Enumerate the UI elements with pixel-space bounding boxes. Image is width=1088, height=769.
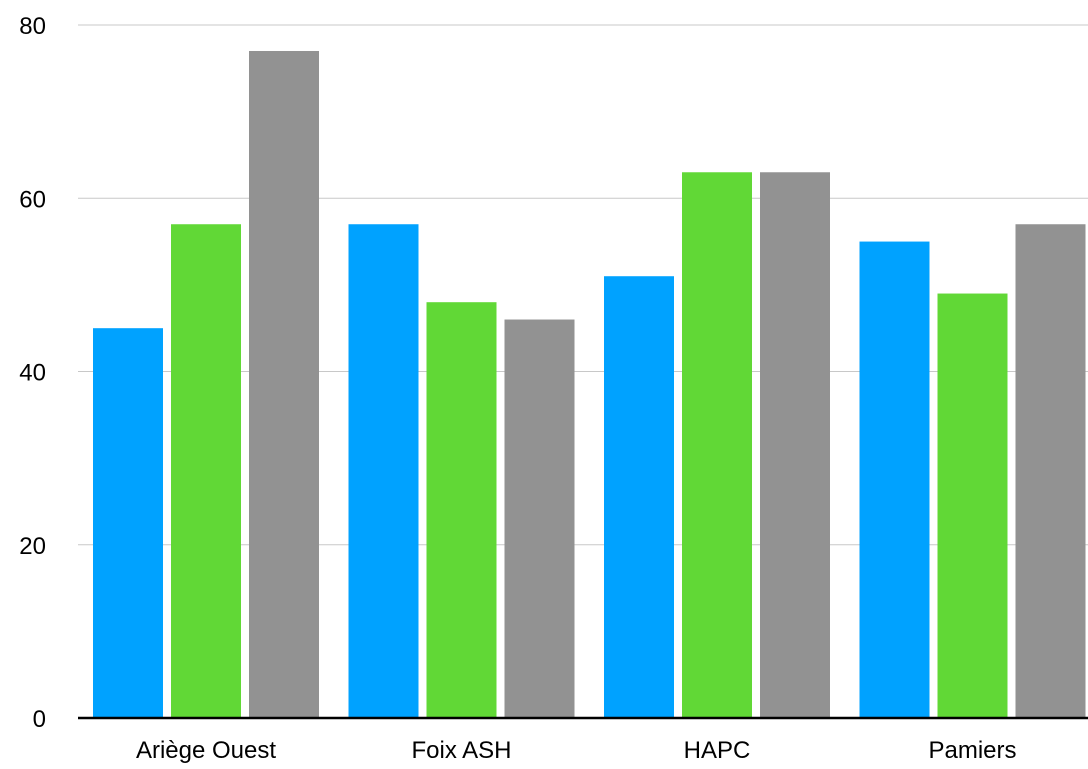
- bar: [760, 172, 830, 718]
- y-tick-label: 60: [19, 186, 46, 213]
- x-axis-category-labels: Ariège Ouest Foix ASH HAPC Pamiers: [136, 737, 1017, 764]
- bars: [93, 50, 1086, 719]
- bar: [171, 224, 241, 719]
- x-category-label: HAPC: [684, 737, 751, 764]
- x-category-label: Pamiers: [928, 737, 1016, 764]
- bar: [682, 172, 752, 718]
- y-tick-label: 80: [19, 13, 46, 40]
- y-tick-label: 20: [19, 533, 46, 560]
- x-category-label: Foix ASH: [411, 737, 511, 764]
- x-category-label: Ariège Ouest: [136, 737, 276, 764]
- bar: [859, 241, 930, 718]
- bar: [937, 293, 1008, 718]
- bar: [249, 50, 319, 719]
- bar: [1015, 224, 1086, 719]
- bar: [348, 224, 419, 719]
- y-axis-tick-labels: 0 20 40 60 80: [19, 13, 46, 733]
- y-tick-label: 40: [19, 360, 46, 387]
- y-tick-label: 0: [33, 706, 46, 733]
- bar: [93, 328, 163, 718]
- bar: [426, 302, 497, 718]
- bar: [504, 319, 575, 718]
- bar: [604, 276, 674, 718]
